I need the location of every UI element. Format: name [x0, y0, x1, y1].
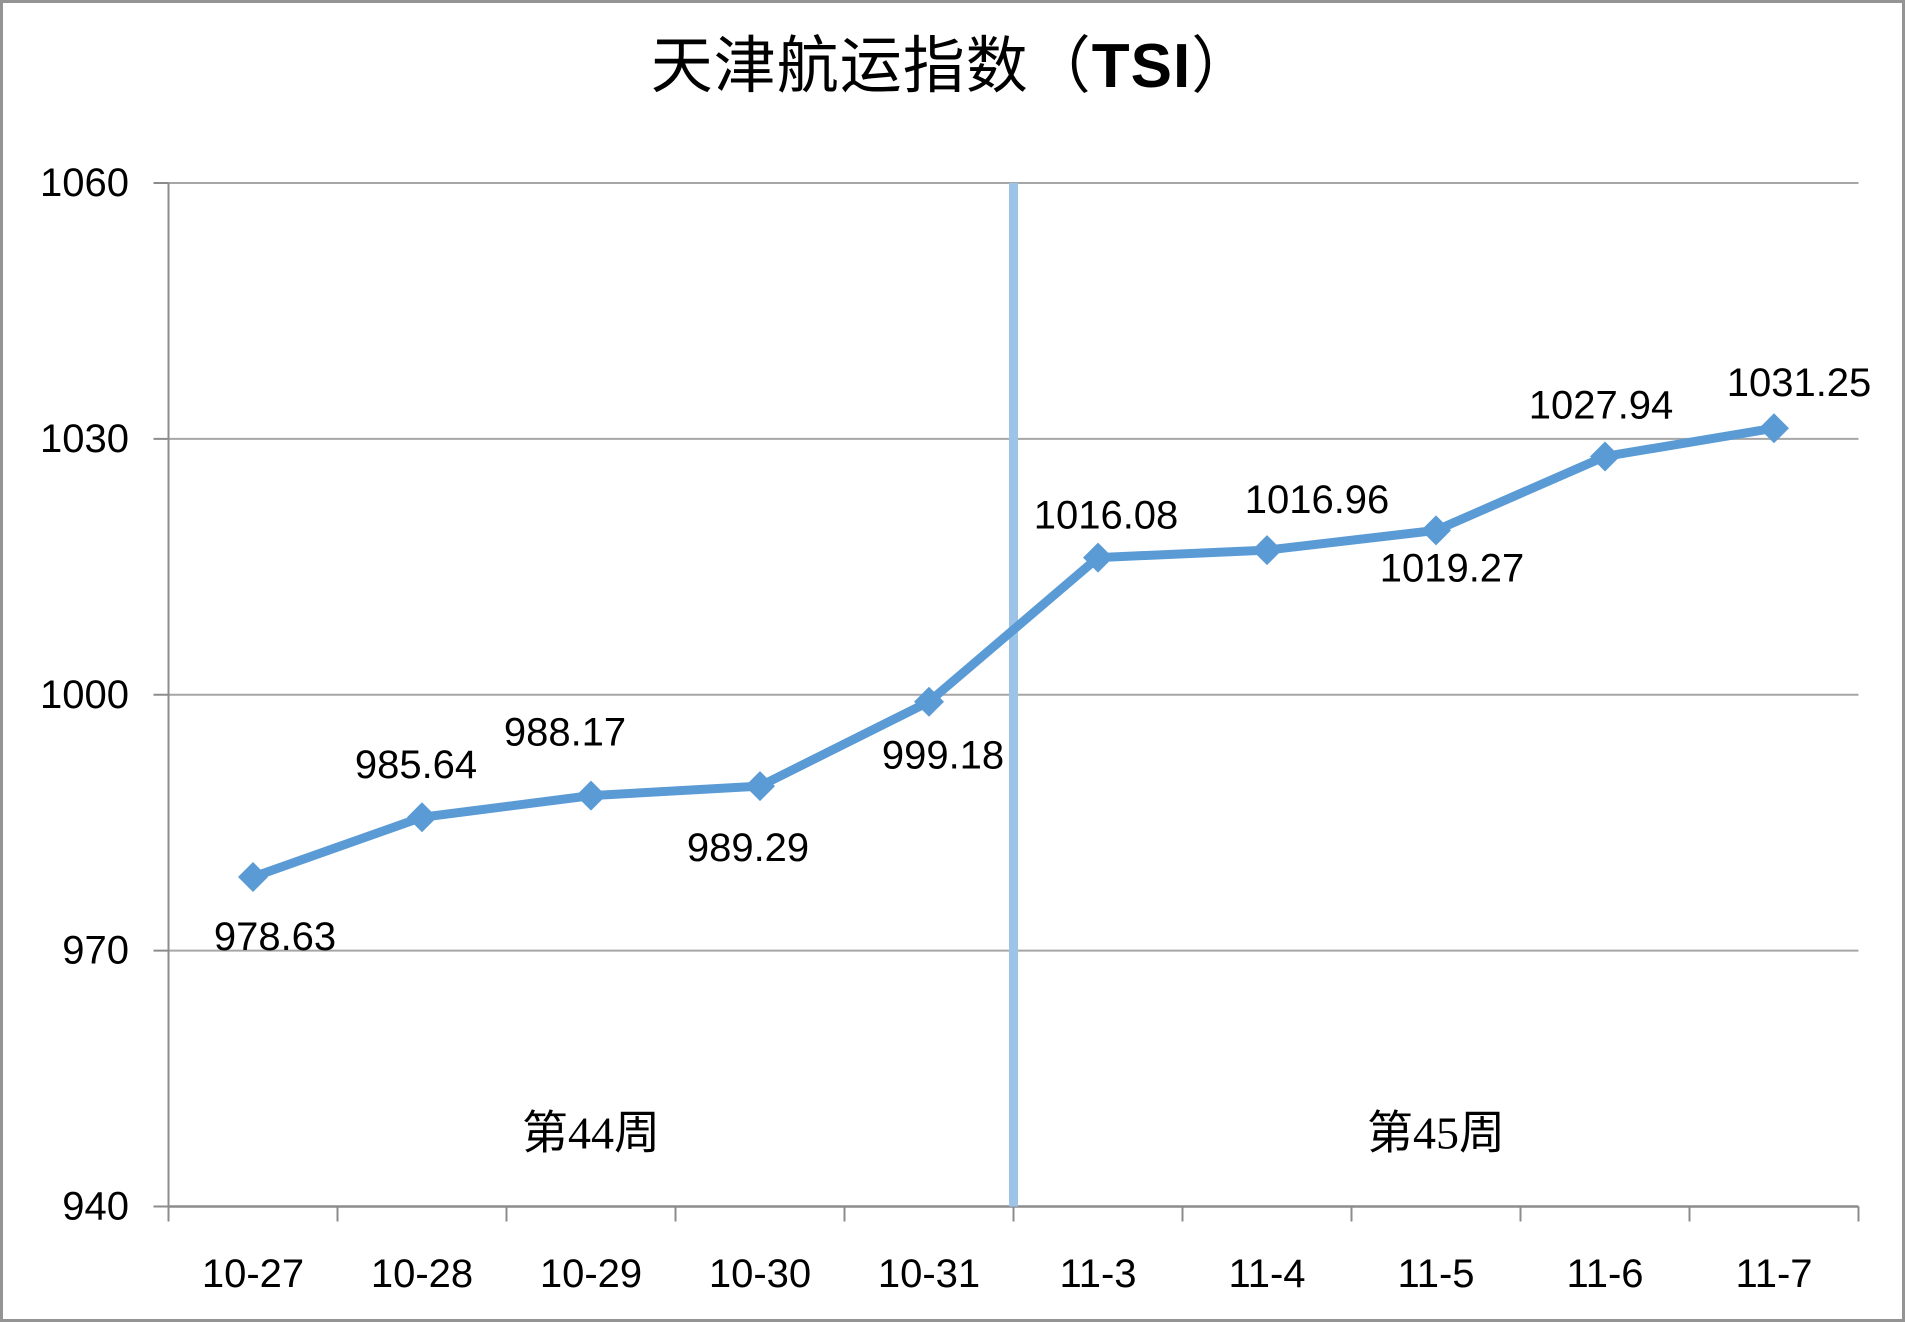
x-tick-label: 10-31 [878, 1252, 980, 1296]
data-point-marker [1083, 542, 1113, 573]
x-tick-label: 11-3 [1059, 1252, 1136, 1296]
x-tick-label: 10-27 [202, 1252, 304, 1296]
x-tick-label: 10-28 [371, 1252, 473, 1296]
y-tick-label: 1000 [40, 673, 129, 717]
data-point-marker [576, 780, 606, 811]
week-annotation: 第45周 [1367, 1108, 1505, 1159]
data-point-label: 988.17 [504, 711, 626, 755]
x-tick-label: 11-6 [1566, 1252, 1643, 1296]
chart-title-cn-prefix: 天津航运指数（ [650, 33, 1092, 101]
data-point-label: 1016.08 [1034, 494, 1179, 538]
data-point-marker [238, 862, 268, 893]
data-point-label: 978.63 [214, 915, 336, 959]
x-tick-label: 10-30 [709, 1252, 811, 1296]
series-line [251, 423, 1775, 882]
data-point-label: 1027.94 [1529, 383, 1674, 427]
data-point-marker [1421, 515, 1451, 546]
y-tick-label: 1030 [40, 417, 129, 461]
data-point-label: 989.29 [687, 826, 809, 870]
data-point-label: 1019.27 [1380, 546, 1525, 590]
data-point-marker [1590, 441, 1620, 472]
chart-title-tsi: TSI [1091, 32, 1192, 101]
data-point-marker [1252, 535, 1282, 566]
chart-title-cn-suffix: ） [1191, 33, 1255, 101]
y-tick-label: 1060 [40, 161, 129, 205]
week-annotation: 第44周 [522, 1108, 660, 1159]
x-tick-label: 11-5 [1397, 1252, 1474, 1296]
y-tick-label: 970 [62, 929, 129, 973]
x-tick-label: 11-7 [1735, 1252, 1812, 1296]
tsi-line-chart: 940 970 1000 1030 1060 10-27 10-28 10-29 10-30 10… [40, 161, 1872, 1296]
data-point-label: 999.18 [882, 734, 1004, 778]
data-point-label: 1031.25 [1727, 361, 1872, 405]
chart-title: 天津航运指数（TSI） [3, 25, 1902, 109]
data-point-marker [914, 686, 944, 717]
data-point-label: 1016.96 [1245, 478, 1390, 522]
y-tick-label: 940 [62, 1185, 129, 1229]
data-point-marker [745, 771, 775, 802]
x-tick-label: 11-4 [1228, 1252, 1305, 1296]
data-point-marker [407, 802, 437, 833]
data-point-label: 985.64 [355, 743, 477, 787]
x-tick-label: 10-29 [540, 1252, 642, 1296]
data-point-marker [1759, 413, 1789, 444]
